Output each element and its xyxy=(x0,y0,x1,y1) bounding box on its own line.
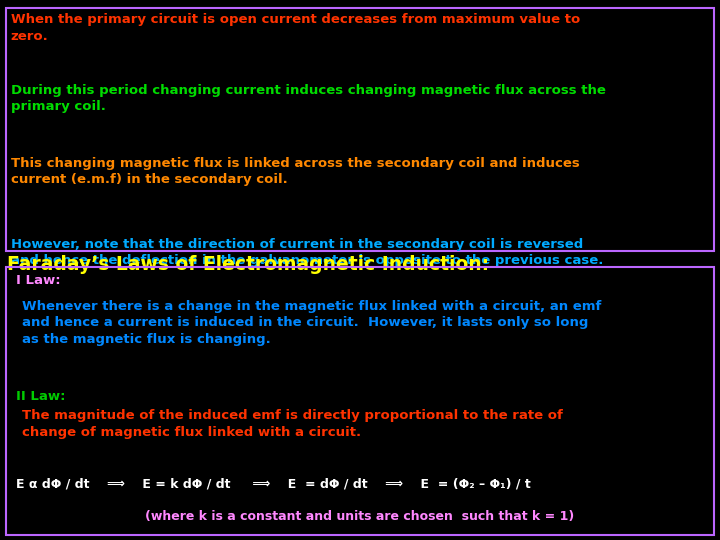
Text: During this period changing current induces changing magnetic flux across the
pr: During this period changing current indu… xyxy=(11,84,606,113)
Text: This changing magnetic flux is linked across the secondary coil and induces
curr: This changing magnetic flux is linked ac… xyxy=(11,157,580,186)
Text: The magnitude of the induced emf is directly proportional to the rate of
change : The magnitude of the induced emf is dire… xyxy=(22,409,562,439)
Text: (where k is a constant and units are chosen  such that k = 1): (where k is a constant and units are cho… xyxy=(145,510,575,523)
Text: Whenever there is a change in the magnetic flux linked with a circuit, an emf
an: Whenever there is a change in the magnet… xyxy=(22,300,601,346)
Text: Faraday’s Laws of Electromagnetic Induction:: Faraday’s Laws of Electromagnetic Induct… xyxy=(7,255,490,274)
Text: When the primary circuit is open current decreases from maximum value to
zero.: When the primary circuit is open current… xyxy=(11,14,580,43)
Text: I Law:: I Law: xyxy=(16,274,60,287)
Text: E α dΦ / dt    ⟹    E = k dΦ / dt     ⟹    E  = dΦ / dt    ⟹    E  = (Φ₂ – Φ₁) /: E α dΦ / dt ⟹ E = k dΦ / dt ⟹ E = dΦ / d… xyxy=(16,478,531,491)
Text: However, note that the direction of current in the secondary coil is reversed
an: However, note that the direction of curr… xyxy=(11,238,603,267)
Text: II Law:: II Law: xyxy=(16,390,66,403)
